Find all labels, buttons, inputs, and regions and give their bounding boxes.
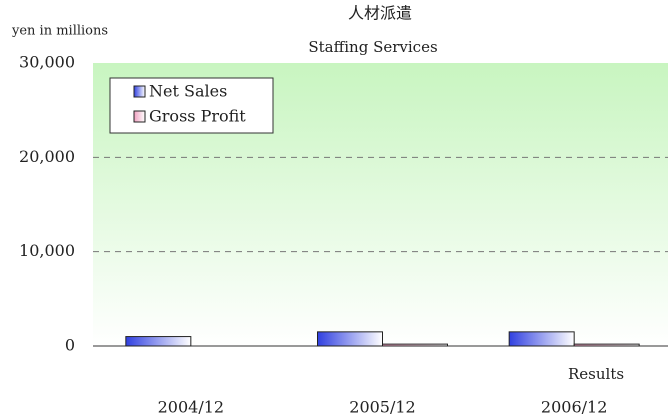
bar (573, 343, 640, 347)
x-tick-label: 2004/12 (158, 398, 224, 417)
legend-label: Gross Profit (149, 107, 246, 126)
bar (125, 336, 192, 347)
chart-subtitle: Staffing Services (308, 38, 437, 56)
y-tick-label: 10,000 (19, 241, 75, 260)
y-tick-label: 0 (65, 336, 75, 355)
bar (317, 331, 383, 347)
x-tick-label: 2006/12 (541, 398, 607, 417)
legend-swatch (133, 110, 146, 123)
annotation: Results (568, 365, 624, 383)
chart-title: 人材派遣 (348, 4, 412, 23)
y-axis-label: yen in millions (11, 24, 108, 39)
bar (508, 331, 575, 347)
x-tick-label: 2005/12 (349, 398, 415, 417)
y-tick-label: 30,000 (19, 53, 75, 72)
legend-label: Net Sales (149, 82, 227, 101)
bar (382, 343, 448, 347)
legend-swatch (133, 85, 146, 98)
y-tick-label: 20,000 (19, 147, 75, 166)
